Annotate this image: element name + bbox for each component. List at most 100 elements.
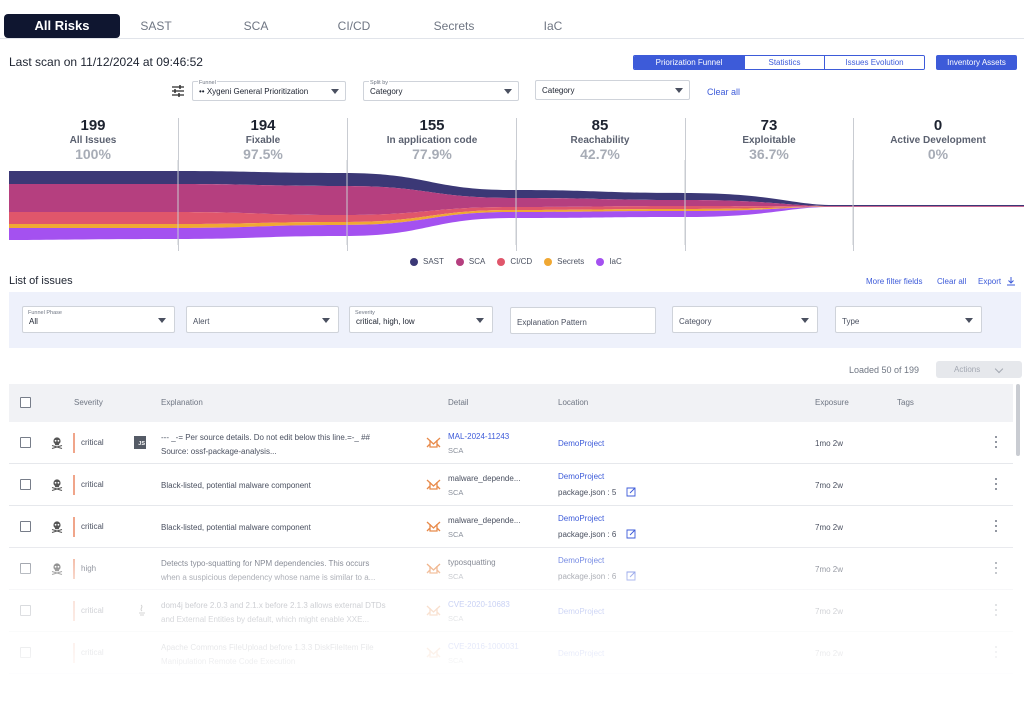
funnel-stage-application-code[interactable]: 155 In application code 77.9% — [349, 117, 515, 162]
download-icon[interactable] — [1006, 276, 1016, 286]
external-link-icon[interactable] — [626, 487, 636, 497]
legend-item-cicd[interactable]: CI/CD — [497, 257, 532, 266]
external-link-icon[interactable] — [626, 571, 636, 581]
detail-link[interactable]: MAL-2024-11243 — [448, 432, 510, 441]
more-options-icon[interactable] — [995, 604, 998, 618]
stage-name: Fixable — [245, 135, 281, 146]
col-exposure[interactable]: Exposure — [815, 398, 849, 407]
table-row[interactable]: high Detects typo-squatting for NPM depe… — [9, 548, 1013, 590]
location-project-link[interactable]: DemoProject — [558, 439, 605, 448]
issues-filter-panel: Funnel Phase All Alert Severity critical… — [9, 292, 1021, 348]
tab-sast[interactable]: SAST — [140, 19, 172, 33]
split-by-select[interactable]: Split by Category — [363, 80, 519, 101]
more-options-icon[interactable] — [995, 646, 998, 660]
funnel-stage-active-development[interactable]: 0 Active Development 0% — [855, 117, 1021, 162]
tab-secrets[interactable]: Secrets — [433, 19, 475, 33]
location-project-link[interactable]: DemoProject — [558, 607, 605, 616]
category-select[interactable]: Category — [535, 80, 690, 100]
explanation-text: --- _-= Per source details. Do not edit … — [161, 433, 370, 442]
funnel-select[interactable]: Funnel •• Xygeni General Prioritization — [192, 80, 346, 101]
table-row[interactable]: critical Apache Commons FileUpload befor… — [9, 632, 1013, 674]
row-checkbox[interactable] — [20, 479, 31, 490]
severity-select[interactable]: Severity critical, high, low — [349, 306, 493, 333]
col-detail[interactable]: Detail — [448, 398, 469, 407]
detail-text: malware_depende... — [448, 516, 521, 525]
legend-item-secrets[interactable]: Secrets — [544, 257, 584, 266]
detail-link[interactable]: CVE-2016-1000031 — [448, 642, 519, 651]
chevron-down-icon — [504, 89, 512, 94]
type-select[interactable]: Type — [835, 306, 982, 333]
row-checkbox[interactable] — [20, 605, 31, 616]
toggle-issues-evolution[interactable]: Issues Evolution — [824, 56, 924, 69]
location-project-link[interactable]: DemoProject — [558, 649, 605, 658]
tab-cicd[interactable]: CI/CD — [337, 19, 371, 33]
legend-label: IaC — [609, 257, 622, 266]
tab-sca[interactable]: SCA — [243, 19, 269, 33]
explanation-text: dom4j before 2.0.3 and 2.1.x before 2.1.… — [161, 601, 386, 610]
legend-dot — [596, 257, 605, 266]
clear-all-filters-link[interactable]: Clear all — [707, 87, 741, 97]
table-row[interactable]: critical Black-listed, potential malware… — [9, 464, 1013, 506]
exposure-text: 7mo 2w — [815, 649, 844, 658]
chevron-down-icon — [965, 318, 973, 323]
type-placeholder: Type — [842, 317, 860, 326]
more-options-icon[interactable] — [995, 436, 998, 450]
legend-item-sca[interactable]: SCA — [455, 257, 485, 266]
more-options-icon[interactable] — [995, 520, 998, 534]
legend-item-iac[interactable]: IaC — [596, 257, 622, 266]
tab-all-risks[interactable]: All Risks — [4, 14, 120, 38]
export-link[interactable]: Export — [978, 277, 1002, 286]
location-project-link[interactable]: DemoProject — [558, 472, 605, 481]
severity-text: critical — [81, 606, 104, 615]
explanation-pattern-placeholder: Explanation Pattern — [517, 318, 587, 327]
row-checkbox[interactable] — [20, 647, 31, 658]
table-row[interactable]: critical JS --- _-= Per source details. … — [9, 422, 1013, 464]
table-scrollbar[interactable] — [1016, 384, 1020, 456]
col-tags[interactable]: Tags — [897, 398, 914, 407]
category-filter-select[interactable]: Category — [672, 306, 818, 333]
clear-all-link[interactable]: Clear all — [937, 277, 967, 286]
funnel-stage-fixable[interactable]: 194 Fixable 97.5% — [180, 117, 346, 162]
stage-percent: 42.7% — [580, 146, 620, 162]
table-row[interactable]: critical Black-listed, potential malware… — [9, 506, 1013, 548]
view-toggle: Priorization Funnel Statistics Issues Ev… — [633, 55, 925, 70]
stage-count: 0 — [933, 117, 943, 134]
severity-text: critical — [81, 480, 104, 489]
detail-category: SCA — [448, 572, 464, 581]
inventory-assets-button[interactable]: Inventory Assets — [936, 55, 1017, 70]
more-filter-fields-link[interactable]: More filter fields — [866, 277, 923, 286]
funnel-stage-all-issues[interactable]: 199 All Issues 100% — [10, 117, 176, 162]
legend-item-sast[interactable]: SAST — [410, 257, 444, 266]
select-all-checkbox[interactable] — [20, 397, 31, 408]
sliders-icon[interactable] — [170, 83, 186, 99]
chevron-down-icon — [994, 364, 1004, 374]
toggle-prioritization-funnel[interactable]: Priorization Funnel — [634, 56, 744, 69]
row-checkbox[interactable] — [20, 563, 31, 574]
location-project-link[interactable]: DemoProject — [558, 556, 605, 565]
row-checkbox[interactable] — [20, 521, 31, 532]
detail-link[interactable]: CVE-2020-10683 — [448, 600, 510, 609]
more-options-icon[interactable] — [995, 478, 998, 492]
toggle-statistics[interactable]: Statistics — [744, 56, 824, 69]
table-row[interactable]: critical dom4j before 2.0.3 and 2.1.x be… — [9, 590, 1013, 632]
explanation-pattern-input[interactable]: Explanation Pattern — [510, 307, 656, 334]
funnel-stage-reachability[interactable]: 85 Reachability 42.7% — [517, 117, 683, 162]
funnel-phase-select[interactable]: Funnel Phase All — [22, 306, 175, 333]
col-location[interactable]: Location — [558, 398, 589, 407]
location-project-link[interactable]: DemoProject — [558, 514, 605, 523]
location-file: package.json : 6 — [558, 572, 617, 581]
external-link-icon[interactable] — [626, 529, 636, 539]
row-checkbox[interactable] — [20, 437, 31, 448]
col-explanation[interactable]: Explanation — [161, 398, 203, 407]
actions-button[interactable]: Actions — [936, 361, 1022, 378]
more-options-icon[interactable] — [995, 562, 998, 576]
detail-text: typosquatting — [448, 558, 496, 567]
stage-percent: 0% — [927, 146, 949, 162]
tab-iac[interactable]: IaC — [543, 19, 563, 33]
alert-select[interactable]: Alert — [186, 306, 339, 333]
legend-dot — [455, 257, 464, 266]
col-severity[interactable]: Severity — [74, 398, 103, 407]
javascript-icon: JS — [134, 436, 146, 449]
funnel-stage-exploitable[interactable]: 73 Exploitable 36.7% — [686, 117, 852, 162]
exposure-text: 1mo 2w — [815, 439, 844, 448]
